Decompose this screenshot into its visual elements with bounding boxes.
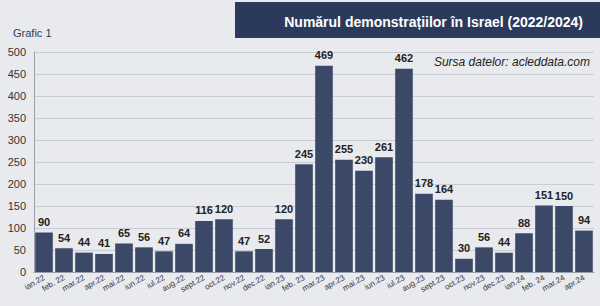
svg-text:41: 41 xyxy=(98,237,110,249)
svg-text:mai.22: mai.22 xyxy=(101,273,127,293)
svg-text:iun.23: iun.23 xyxy=(363,273,387,292)
svg-text:aug.23: aug.23 xyxy=(400,273,427,294)
svg-text:90: 90 xyxy=(38,216,50,228)
svg-text:Grafic 1: Grafic 1 xyxy=(13,27,52,39)
svg-text:250: 250 xyxy=(8,156,26,168)
svg-text:oct.23: oct.23 xyxy=(442,273,467,292)
svg-text:feb. 22: feb. 22 xyxy=(40,273,67,294)
svg-text:oct.22: oct.22 xyxy=(202,273,227,292)
svg-text:350: 350 xyxy=(8,112,26,124)
svg-text:65: 65 xyxy=(118,227,130,239)
svg-text:nov.22: nov.22 xyxy=(221,273,247,293)
svg-text:sept.23: sept.23 xyxy=(419,273,447,294)
svg-text:500: 500 xyxy=(8,46,26,58)
svg-text:ian.24: ian.24 xyxy=(502,273,527,292)
svg-text:dec.23: dec.23 xyxy=(481,273,507,293)
svg-text:0: 0 xyxy=(20,266,26,278)
svg-text:30: 30 xyxy=(458,242,470,254)
svg-text:56: 56 xyxy=(138,231,150,243)
svg-text:apr.24: apr.24 xyxy=(563,273,587,292)
svg-text:47: 47 xyxy=(158,235,170,247)
svg-text:Numărul demonstrațiilor în Isr: Numărul demonstrațiilor în Israel (2022/… xyxy=(284,14,583,30)
svg-text:feb. 23: feb. 23 xyxy=(280,273,307,294)
svg-text:151: 151 xyxy=(535,189,553,201)
svg-text:450: 450 xyxy=(8,68,26,80)
svg-text:164: 164 xyxy=(435,183,454,195)
svg-text:apr.23: apr.23 xyxy=(322,273,347,292)
svg-text:94: 94 xyxy=(578,214,591,226)
svg-text:261: 261 xyxy=(375,141,393,153)
svg-text:300: 300 xyxy=(8,134,26,146)
svg-text:150: 150 xyxy=(555,190,573,202)
svg-text:54: 54 xyxy=(58,232,71,244)
svg-text:44: 44 xyxy=(498,236,511,248)
svg-text:iul.23: iul.23 xyxy=(385,273,407,291)
svg-text:iul.22: iul.22 xyxy=(145,273,167,291)
svg-text:120: 120 xyxy=(215,203,233,215)
svg-text:iun.22: iun.22 xyxy=(123,273,147,292)
svg-text:47: 47 xyxy=(238,235,250,247)
svg-text:116: 116 xyxy=(195,204,213,216)
svg-text:aug.22: aug.22 xyxy=(160,273,187,294)
svg-text:50: 50 xyxy=(14,244,26,256)
svg-text:64: 64 xyxy=(178,227,191,239)
svg-text:ian.22: ian.22 xyxy=(22,273,47,292)
svg-text:245: 245 xyxy=(295,148,313,160)
svg-text:230: 230 xyxy=(355,154,373,166)
svg-text:88: 88 xyxy=(518,217,530,229)
svg-text:469: 469 xyxy=(315,49,333,61)
svg-text:120: 120 xyxy=(275,203,293,215)
svg-text:178: 178 xyxy=(415,177,433,189)
svg-text:52: 52 xyxy=(258,233,270,245)
svg-text:feb. 24: feb. 24 xyxy=(520,273,547,294)
svg-text:apr.22: apr.22 xyxy=(82,273,107,292)
svg-text:dec.22: dec.22 xyxy=(241,273,267,293)
svg-text:100: 100 xyxy=(8,222,26,234)
svg-text:56: 56 xyxy=(478,231,490,243)
svg-text:255: 255 xyxy=(335,143,353,155)
svg-text:Sursa datelor: acleddata.com: Sursa datelor: acleddata.com xyxy=(434,55,590,69)
svg-text:sept.22: sept.22 xyxy=(179,273,207,294)
svg-text:mai.23: mai.23 xyxy=(341,273,367,293)
svg-text:mar.22: mar.22 xyxy=(60,273,87,294)
svg-text:200: 200 xyxy=(8,178,26,190)
svg-text:mar.24: mar.24 xyxy=(540,273,567,294)
svg-text:150: 150 xyxy=(8,200,26,212)
svg-text:ian.23: ian.23 xyxy=(262,273,287,292)
svg-text:400: 400 xyxy=(8,90,26,102)
svg-text:nov.23: nov.23 xyxy=(461,273,487,293)
svg-text:44: 44 xyxy=(78,236,91,248)
svg-text:462: 462 xyxy=(395,52,413,64)
svg-text:mar.23: mar.23 xyxy=(300,273,327,294)
